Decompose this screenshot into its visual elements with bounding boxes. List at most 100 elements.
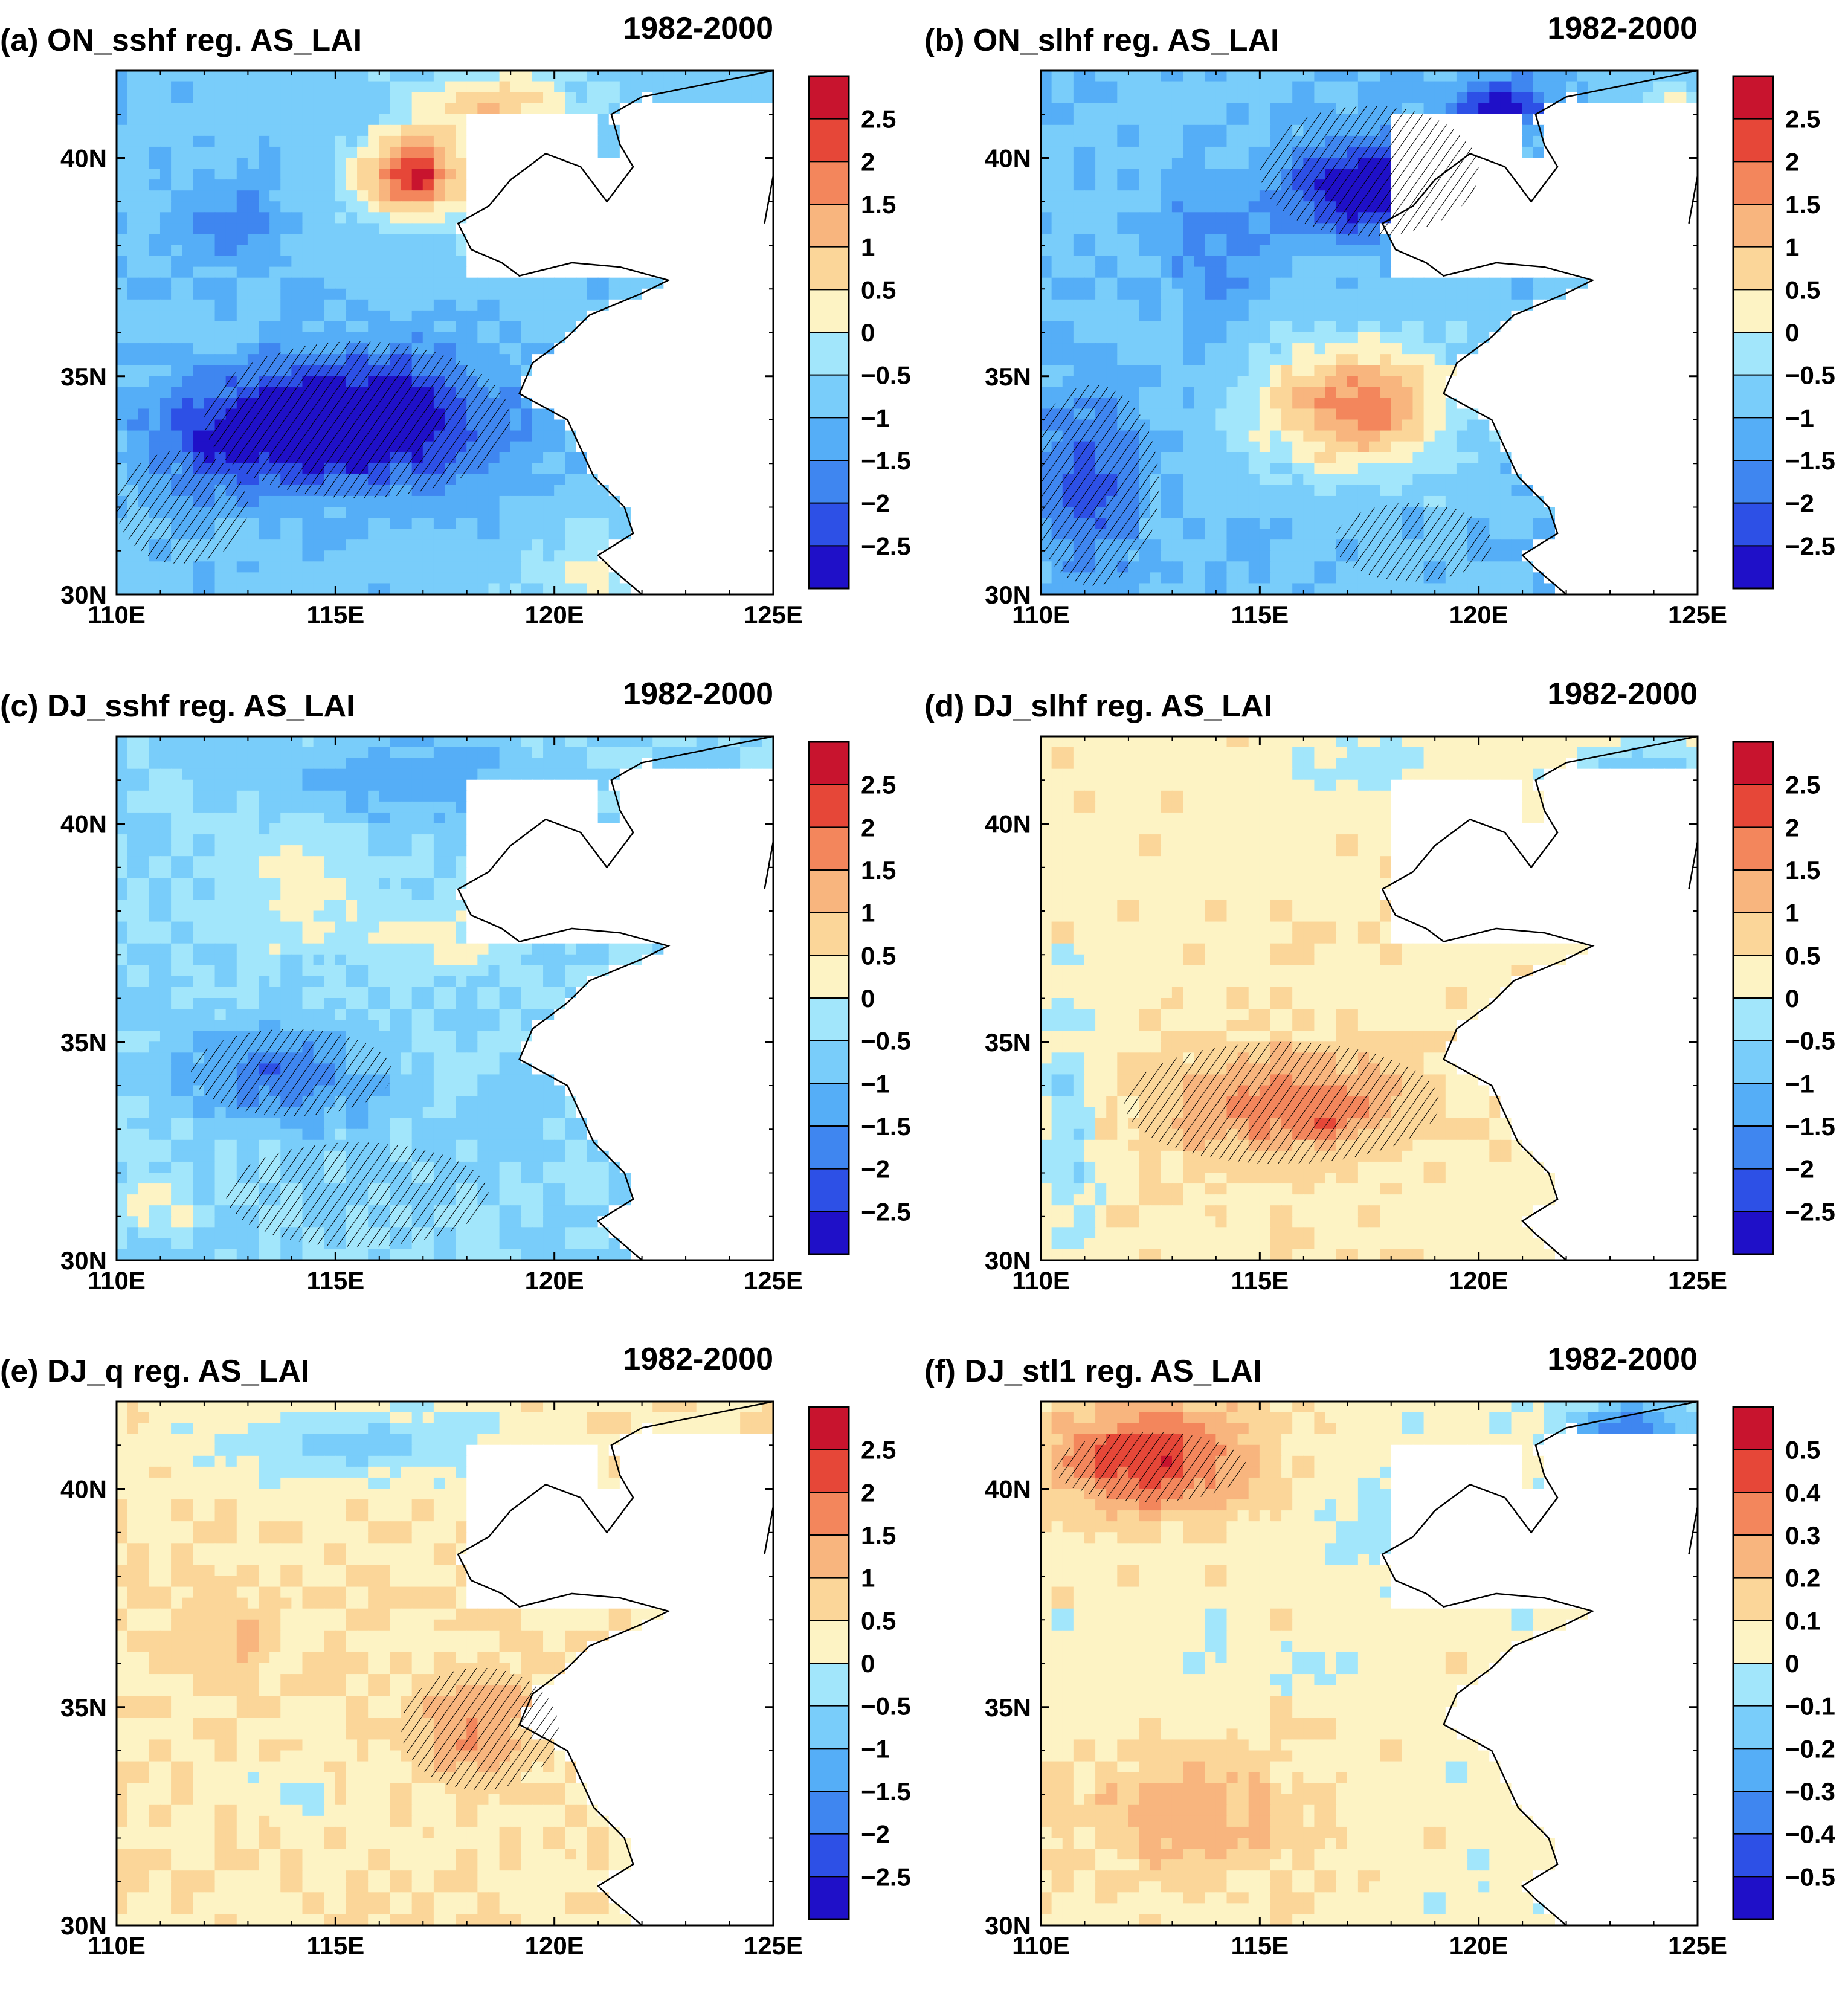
- colorbar-segment: [1733, 1748, 1773, 1792]
- coastline: [1381, 71, 1698, 594]
- colorbar-segment: [1733, 912, 1773, 956]
- colorbar-label: 1.5: [861, 190, 896, 219]
- colorbar-segment: [809, 1748, 849, 1792]
- colorbar-segment: [809, 1663, 849, 1707]
- colorbar-segment: [809, 161, 849, 205]
- coastline-north: [764, 175, 773, 224]
- colorbar-label: 0: [861, 318, 875, 347]
- y-tick-label: 40N: [985, 144, 1031, 173]
- colorbar-segment: [1733, 460, 1773, 504]
- x-tick-label: 125E: [1668, 1266, 1727, 1295]
- y-tick-label: 30N: [985, 1911, 1031, 1940]
- colorbar-label: 1.5: [1785, 190, 1820, 219]
- panel-title: (f) DJ_stl1 reg. AS_LAI: [924, 1354, 1262, 1389]
- colorbar-segment: [809, 460, 849, 504]
- colorbar-segment: [809, 289, 849, 333]
- colorbar-label: 0: [1785, 984, 1799, 1012]
- y-tick-label: 35N: [60, 1028, 107, 1057]
- y-tick-label: 35N: [60, 362, 107, 391]
- colorbar-segment: [809, 1168, 849, 1212]
- colorbar-label: −2: [861, 1155, 890, 1183]
- x-tick-label: 110E: [1012, 1266, 1070, 1295]
- colorbar-label: 0.5: [861, 275, 896, 304]
- colorbar-label: 2: [1785, 147, 1799, 176]
- colorbar-label: −0.5: [1785, 361, 1835, 390]
- hatch-region-0: [401, 1667, 559, 1791]
- colorbar-label: −1.5: [861, 1777, 911, 1806]
- y-tick-label: 40N: [60, 810, 107, 839]
- colorbar-label: 1: [1785, 233, 1799, 262]
- colorbar-label: −2.5: [861, 1197, 911, 1226]
- colorbar-segment: [809, 1083, 849, 1127]
- colorbar-label: 2: [1785, 813, 1799, 842]
- panel-f: (f) DJ_stl1 reg. AS_LAI 1982-2000 110E 115E…: [924, 1331, 1848, 1996]
- panel-a-svg: (a) ON_sshf reg. AS_LAI 1982-2000 110E 115E…: [0, 11, 911, 629]
- panel-f-svg: (f) DJ_stl1 reg. AS_LAI 1982-2000 110E 115E…: [924, 1342, 1836, 1960]
- colorbar-segment: [809, 1577, 849, 1621]
- colorbar-label: 0.3: [1785, 1521, 1820, 1550]
- colorbar-segment: [1733, 955, 1773, 999]
- colorbar-label: −0.5: [861, 1027, 911, 1055]
- colorbar-label: −1: [1785, 404, 1814, 432]
- colorbar-segment: [809, 1211, 849, 1255]
- colorbar-segment: [1733, 1620, 1773, 1664]
- colorbar-segment: [1733, 1663, 1773, 1707]
- colorbar-segment: [809, 742, 849, 785]
- coastline-north: [764, 1506, 773, 1555]
- colorbar-segment: [809, 204, 849, 248]
- colorbar-label: 0.5: [1785, 275, 1820, 304]
- colorbar-label: 0.5: [1785, 1436, 1820, 1464]
- y-tick-label: 30N: [60, 1246, 107, 1275]
- y-tick-label: 35N: [985, 1693, 1031, 1722]
- panel-period: 1982-2000: [623, 677, 773, 712]
- x-tick-label: 120E: [1449, 600, 1508, 629]
- colorbar-label: −1: [861, 404, 890, 432]
- colorbar-label: −1.5: [861, 446, 911, 475]
- colorbar-label: 1.5: [1785, 856, 1820, 884]
- colorbar: 2.5 2 1.5 1 0.5 0 −0.5 −1 −1.5 −2 −2.5: [808, 741, 911, 1255]
- x-tick-label: 125E: [1668, 1931, 1727, 1960]
- hatch-region-1: [117, 450, 248, 564]
- colorbar-segment: [809, 332, 849, 376]
- colorbar-label: −2.5: [1785, 532, 1835, 560]
- colorbar-label: 2.5: [1785, 105, 1820, 134]
- colorbar-label: −0.5: [861, 1692, 911, 1721]
- x-tick-label: 110E: [88, 600, 146, 629]
- colorbar-segment: [1733, 827, 1773, 871]
- hatch-region-1: [226, 1142, 489, 1248]
- colorbar: 2.5 2 1.5 1 0.5 0 −0.5 −1 −1.5 −2 −2.5: [1732, 75, 1835, 590]
- panel-f-field: [1041, 1402, 1698, 1925]
- colorbar-segment: [1733, 161, 1773, 205]
- y-tick-label: 40N: [60, 1475, 107, 1504]
- y-tick-label: 40N: [985, 810, 1031, 839]
- colorbar-label: 1.5: [861, 1521, 896, 1550]
- panel-title: (d) DJ_slhf reg. AS_LAI: [924, 689, 1272, 724]
- panel-e: (e) DJ_q reg. AS_LAI 1982-2000 110E 115E 120…: [0, 1331, 924, 1996]
- colorbar-segment: [809, 1492, 849, 1536]
- colorbar-label: 2: [861, 147, 875, 176]
- colorbar-segment: [809, 870, 849, 913]
- panel-a: (a) ON_sshf reg. AS_LAI 1982-2000 110E 115E…: [0, 0, 924, 665]
- x-tick-label: 120E: [1449, 1931, 1508, 1960]
- hatch-region-0: [204, 341, 511, 499]
- colorbar-segment: [809, 76, 849, 120]
- colorbar-label: 2.5: [1785, 771, 1820, 799]
- colorbar-segment: [1733, 742, 1773, 785]
- colorbar-segment: [809, 998, 849, 1041]
- colorbar-label: 0: [1785, 1649, 1799, 1678]
- panel-title: (b) ON_slhf reg. AS_LAI: [924, 23, 1279, 58]
- colorbar: 2.5 2 1.5 1 0.5 0 −0.5 −1 −1.5 −2 −2.5: [808, 1406, 911, 1920]
- coastline: [457, 736, 773, 1260]
- coastline: [1381, 1402, 1698, 1925]
- colorbar-segment: [809, 1791, 849, 1835]
- colorbar-segment: [1733, 417, 1773, 461]
- colorbar-label: −2.5: [861, 1862, 911, 1891]
- colorbar-label: −0.2: [1785, 1734, 1835, 1763]
- x-tick-label: 120E: [525, 1931, 584, 1960]
- colorbar-segment: [1733, 246, 1773, 290]
- colorbar-label: −0.5: [1785, 1862, 1835, 1891]
- colorbar-segment: [1733, 870, 1773, 913]
- panel-period: 1982-2000: [1547, 11, 1698, 46]
- colorbar-label: −1: [861, 1734, 890, 1763]
- colorbar-segment: [1733, 1449, 1773, 1493]
